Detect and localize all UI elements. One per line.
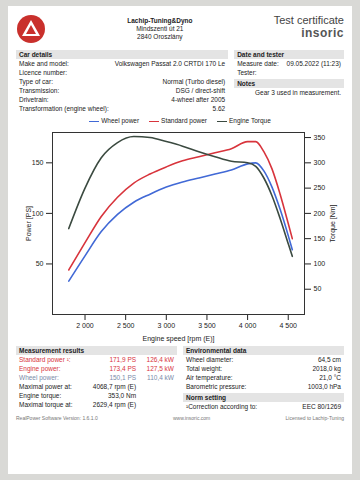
svg-text:4 000: 4 000 <box>239 322 257 329</box>
html-text:Volkswagen Passat 2.0 CRTDI 17: Volkswagen Passat 2.0 CRTDI 170 Le <box>114 59 226 67</box>
html-text:Test certificate: Test certificate <box>273 14 344 26</box>
html-text:21,0 °C: 21,0 °C <box>319 373 341 381</box>
html-text:RealPower Software Version: 1.: RealPower Software Version: 1.6.1.0 <box>16 415 98 421</box>
svg-text:300: 300 <box>314 159 326 166</box>
html-text:Gear 3 used in measurement.: Gear 3 used in measurement. <box>255 89 341 96</box>
html-text:4068,7 rpm (E): 4068,7 rpm (E) <box>92 382 137 390</box>
html-text:110,4 kW: 110,4 kW <box>147 373 174 381</box>
html-text:Engine Torque: Engine Torque <box>229 117 271 124</box>
html-text:09.05.2022 (11:23): 09.05.2022 (11:23) <box>286 59 341 67</box>
html-text:Drivetrain:: Drivetrain: <box>19 95 49 103</box>
svg-text:3 000: 3 000 <box>158 322 176 329</box>
html-text:DSG / direct-shift: DSG / direct-shift <box>175 86 226 94</box>
svg-text:3 500: 3 500 <box>198 322 216 329</box>
html-text:Lachip-Tuning&Dyno: Lachip-Tuning&Dyno <box>127 17 193 24</box>
html-text:353,0 Nm: 353,0 Nm <box>107 391 137 399</box>
html-text:Notes: Notes <box>237 80 256 87</box>
svg-text:4 500: 4 500 <box>279 322 297 329</box>
svg-text:250: 250 <box>314 184 326 191</box>
html-text:Environmental data: Environmental data <box>186 347 247 354</box>
svg-text:350: 350 <box>314 134 326 141</box>
html-text:Wheel diameter:: Wheel diameter: <box>186 355 234 363</box>
html-text:¹Correction according to:: ¹Correction according to: <box>186 402 258 410</box>
html-text:2018,0 kg: 2018,0 kg <box>312 364 341 372</box>
html-text:Mindszenti út 21: Mindszenti út 21 <box>136 25 184 32</box>
html-text:Engine torque:: Engine torque: <box>19 391 62 399</box>
svg-text:2 500: 2 500 <box>117 322 135 329</box>
html-text:Transmission:: Transmission: <box>19 86 60 94</box>
html-text:EEC 80/1269: EEC 80/1269 <box>302 402 341 410</box>
html-text:Normal (Turbo diesel): Normal (Turbo diesel) <box>162 77 226 85</box>
svg-text:150: 150 <box>32 159 44 166</box>
html-text:126,4 kW: 126,4 kW <box>146 355 174 363</box>
html-text:Barometric pressure:: Barometric pressure: <box>186 382 247 390</box>
html-text:171,9 PS: 171,9 PS <box>109 355 137 363</box>
html-text:Standard power: Standard power <box>161 117 207 124</box>
html-text:1003,0 hPa: 1003,0 hPa <box>307 382 341 390</box>
svg-text:2 000: 2 000 <box>76 322 94 329</box>
svg-text:Power [PS]: Power [PS] <box>25 206 33 241</box>
html-text:Measure date:: Measure date: <box>237 59 279 67</box>
html-text:Car details: Car details <box>19 51 53 58</box>
html-text:Air temperature:: Air temperature: <box>186 373 233 381</box>
svg-text:Engine speed [rpm (E)]: Engine speed [rpm (E)] <box>143 335 215 343</box>
svg-text:50: 50 <box>36 260 44 267</box>
html-text:Tester:: Tester: <box>237 68 257 76</box>
html-text:Date and tester: Date and tester <box>237 51 285 58</box>
html-text:www.insoric.com: www.insoric.com <box>173 415 211 421</box>
html-text:Transformation (engine wheel):: Transformation (engine wheel): <box>19 104 109 112</box>
html-text:Licence number:: Licence number: <box>19 68 68 76</box>
html-text:Wheel power: Wheel power <box>101 117 140 124</box>
html-text:2840 Oroszlány: 2840 Oroszlány <box>137 33 183 40</box>
html-text:Maximal power at:: Maximal power at: <box>19 382 72 390</box>
svg-text:50: 50 <box>314 285 322 292</box>
html-text:4-wheel after 2005: 4-wheel after 2005 <box>171 95 226 103</box>
html-text:5.62: 5.62 <box>212 104 226 112</box>
html-text:Wheel power:: Wheel power: <box>19 373 59 381</box>
svg-text:150: 150 <box>314 235 326 242</box>
svg-text:200: 200 <box>314 210 326 217</box>
svg-text:100: 100 <box>32 210 44 217</box>
html-text:Norm setting: Norm setting <box>186 394 227 401</box>
svg-text:100: 100 <box>314 260 326 267</box>
html-text:Make and model:: Make and model: <box>19 59 69 67</box>
html-text:Type of car:: Type of car: <box>19 77 53 85</box>
html-text:64,5 cm: 64,5 cm <box>317 355 341 363</box>
html-text:127,5 kW: 127,5 kW <box>146 364 174 372</box>
html-text:Licensed to Lachip-Tuning: Licensed to Lachip-Tuning <box>285 415 344 421</box>
html-text:150,1 PS: 150,1 PS <box>109 373 137 381</box>
html-text:173,4 PS: 173,4 PS <box>109 364 137 372</box>
html-text:Maximal torque at:: Maximal torque at: <box>19 400 73 408</box>
html-text:Measurement results: Measurement results <box>19 347 84 354</box>
html-text:insoric: insoric <box>301 26 344 40</box>
html-text:2629,4 rpm (E): 2629,4 rpm (E) <box>92 400 137 408</box>
html-text:Engine power:: Engine power: <box>19 364 61 372</box>
svg-text:Torque [Nm]: Torque [Nm] <box>329 204 337 242</box>
html-text:Total weight:: Total weight: <box>186 364 223 372</box>
html-text:Standard power ¹:: Standard power ¹: <box>19 355 71 363</box>
